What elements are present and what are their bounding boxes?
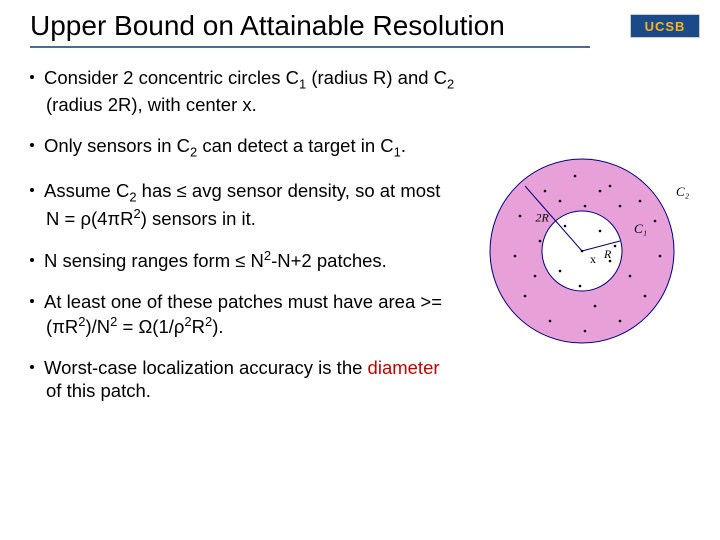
bullet-list: Consider 2 concentric circles C1 (radius… [30,66,455,420]
slide-body: Consider 2 concentric circles C1 (radius… [30,66,700,420]
bullet-item: At least one of these patches must have … [30,290,455,337]
title-underline [30,46,590,48]
bullet-text: Only sensors in C2 can detect a target i… [44,135,406,156]
bullet-item: Worst-case localization accuracy is the … [30,356,455,402]
svg-text:R: R [603,247,612,261]
svg-text:2R: 2R [536,211,550,225]
figure-svg: xR 2R C₁ C₂ [465,146,700,346]
slide-title: Upper Bound on Attainable Resolution [30,10,505,42]
bullet-text: N sensing ranges form ≤ N2-N+2 patches. [44,250,387,271]
bullet-text: Worst-case localization accuracy is the … [44,357,440,401]
bullet-item: Only sensors in C2 can detect a target i… [30,134,455,161]
bullet-item: Consider 2 concentric circles C1 (radius… [30,66,455,116]
bullet-item: N sensing ranges form ≤ N2-N+2 patches. [30,248,455,272]
slide-header: Upper Bound on Attainable Resolution UCS… [30,10,700,42]
concentric-circles-figure: xR 2R C₁ C₂ [465,146,700,420]
ucsb-logo: UCSB [630,14,700,38]
bullet-item: Assume C2 has ≤ avg sensor density, so a… [30,179,455,230]
bullet-text: Assume C2 has ≤ avg sensor density, so a… [44,180,440,229]
svg-text:x: x [590,252,596,266]
bullet-text: At least one of these patches must have … [44,291,442,336]
svg-text:C₁: C₁ [634,221,647,236]
bullet-text: Consider 2 concentric circles C1 (radius… [44,67,454,115]
svg-text:C₂: C₂ [676,184,690,199]
slide: Upper Bound on Attainable Resolution UCS… [0,0,720,540]
